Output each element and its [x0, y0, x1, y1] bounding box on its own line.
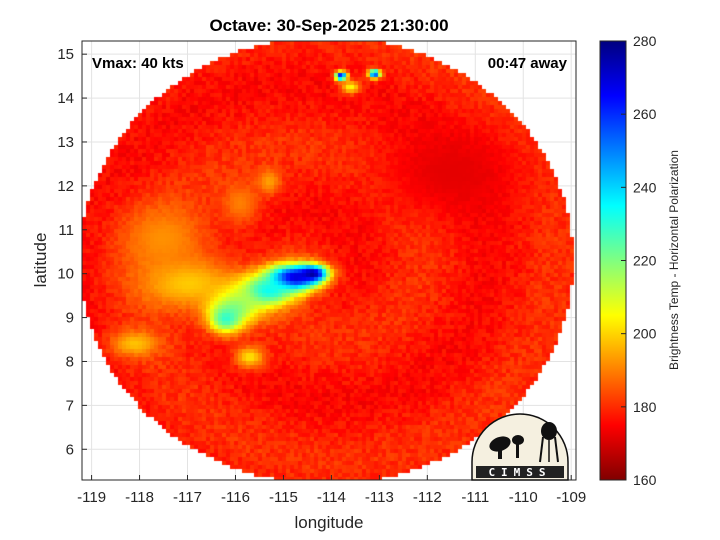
- y-tick-label: 15: [57, 46, 74, 63]
- cimss-logo-text: CIMSS: [488, 466, 551, 479]
- colorbar-tick-label: 280: [633, 33, 657, 49]
- water-tower-icon: [539, 422, 559, 463]
- x-tick-label: -114: [317, 489, 346, 506]
- x-tick-label: -112: [413, 489, 442, 506]
- x-tick-label: -119: [77, 489, 106, 506]
- chart-title: Octave: 30-Sep-2025 21:30:00: [209, 16, 448, 35]
- y-tick-label: 6: [66, 441, 74, 458]
- colorbar-tick-label: 240: [633, 179, 657, 195]
- colorbar-label: Brightness Temp - Horizontal Polarizatio…: [667, 150, 681, 370]
- y-axis-ticks: 6 7 8 9 10 11 12 13 14 15: [57, 46, 87, 458]
- y-tick-label: 13: [57, 134, 74, 151]
- x-tick-label: -118: [125, 489, 154, 506]
- colorbar-tick-label: 200: [633, 326, 657, 342]
- x-tick-label: -117: [173, 489, 202, 506]
- x-tick-label: -110: [509, 489, 538, 506]
- x-tick-label: -109: [556, 489, 586, 506]
- plot-frame: [81, 40, 577, 481]
- cimss-logo: CIMSS: [471, 413, 569, 481]
- colorbar-tick-label: 220: [633, 253, 657, 269]
- y-tick-label: 8: [66, 353, 74, 370]
- x-tick-label: -116: [221, 489, 250, 506]
- vmax-annotation: Vmax: 40 kts: [92, 55, 184, 72]
- x-tick-label: -113: [365, 489, 394, 506]
- y-tick-label: 12: [57, 178, 74, 195]
- y-tick-label: 7: [66, 397, 74, 414]
- colorbar-tick-label: 160: [633, 472, 657, 488]
- colorbar-tick-label: 180: [633, 399, 657, 415]
- y-axis-label: latitude: [31, 233, 50, 288]
- x-axis-label: longitude: [294, 513, 363, 532]
- y-tick-label: 10: [57, 266, 74, 283]
- brightness-temp-heatmap: [82, 41, 576, 480]
- x-axis-ticks: -119 -118 -117 -116 -115 -114 -113 -112 -111 -110…: [77, 475, 586, 506]
- x-tick-label: -115: [269, 489, 298, 506]
- y-tick-label: 14: [57, 90, 74, 107]
- y-tick-label: 9: [66, 310, 74, 327]
- colorbar-ticks: 160 180 200 220 240 260 280: [621, 33, 657, 488]
- x-tick-label: -111: [461, 489, 489, 506]
- time-away-annotation: 00:47 away: [488, 55, 568, 72]
- satellite-dish-icon: [489, 435, 524, 459]
- colorbar-tick-label: 260: [633, 106, 657, 122]
- y-tick-label: 11: [58, 222, 74, 239]
